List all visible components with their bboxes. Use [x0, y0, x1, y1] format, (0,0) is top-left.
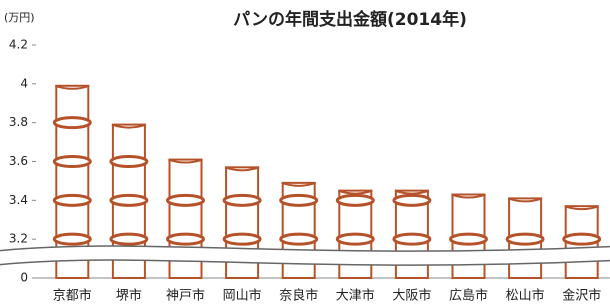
- y-tick-label: 4.2: [9, 38, 28, 52]
- bar-ring: [111, 157, 147, 167]
- bar-ring: [507, 234, 543, 244]
- bar-ring: [54, 157, 90, 167]
- bar-ring: [54, 195, 90, 205]
- y-tick-label: 3.2: [9, 232, 28, 246]
- bar-ring: [394, 195, 430, 205]
- bar-ring: [394, 234, 430, 244]
- bar-ring: [281, 234, 317, 244]
- x-tick-label: 京都市: [53, 288, 92, 304]
- bar-ring: [224, 234, 260, 244]
- x-tick-label: 金沢市: [562, 288, 601, 304]
- x-tick-label: 岡山市: [223, 288, 262, 304]
- x-tick-label: 松山市: [506, 288, 545, 304]
- bar-ring: [564, 234, 600, 244]
- bar-ring: [337, 195, 373, 205]
- x-tick-label: 広島市: [449, 288, 488, 304]
- y-tick-label: 0: [20, 271, 28, 285]
- x-tick-label: 堺市: [116, 288, 142, 304]
- y-tick-label: 3.8: [9, 115, 28, 129]
- unit-label: (万円): [4, 11, 35, 24]
- x-tick-label: 神戸市: [166, 288, 205, 304]
- x-tick-label: 奈良市: [279, 288, 318, 304]
- bar-ring: [168, 195, 204, 205]
- bar-ring: [281, 195, 317, 205]
- bar-ring: [451, 234, 487, 244]
- bar-ring: [168, 234, 204, 244]
- chart: (万円) パンの年間支出金額(2014年) 0 3.2 3.4 3.6 3.8 4 4.2 京…: [0, 0, 610, 304]
- x-tick-label: 大津市: [336, 288, 375, 304]
- chart-title: パンの年間支出金額(2014年): [233, 9, 467, 30]
- x-tick-label: 大阪市: [392, 288, 431, 304]
- y-tick-label: 4: [20, 76, 28, 90]
- bar-ring: [111, 234, 147, 244]
- bar-ring: [337, 234, 373, 244]
- bar-ring: [111, 195, 147, 205]
- y-tick-label: 3.4: [9, 193, 28, 207]
- bar-ring: [54, 118, 90, 128]
- bar-ring: [54, 234, 90, 244]
- y-tick-label: 3.6: [9, 154, 28, 168]
- bar-ring: [224, 195, 260, 205]
